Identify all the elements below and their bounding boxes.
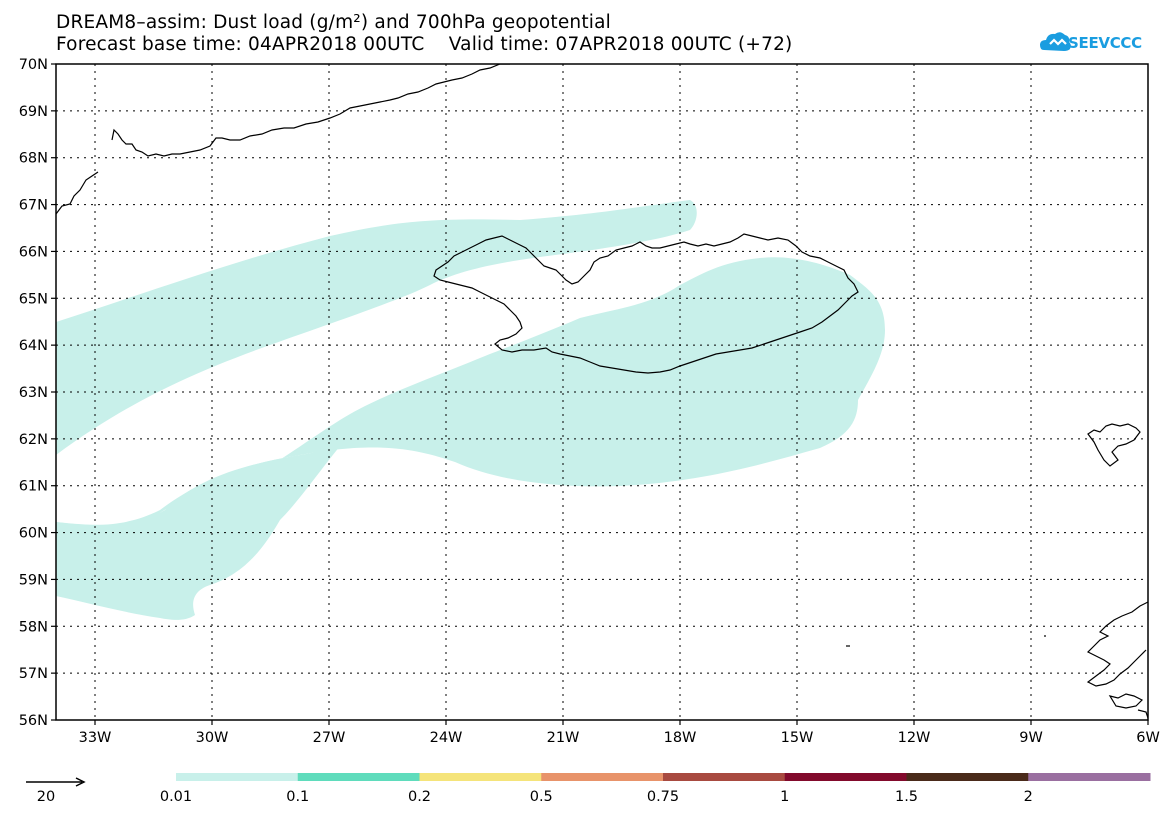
lat-label: 58N <box>19 619 48 635</box>
logo-text: SEEVCCC <box>1068 34 1142 52</box>
lon-label: 6W <box>1136 730 1160 746</box>
coastline <box>56 64 1148 719</box>
lat-label: 61N <box>19 479 48 495</box>
coastline-greenland <box>56 64 510 215</box>
reference-vector-label: 20 <box>37 789 55 805</box>
lon-label: 18W <box>664 730 697 746</box>
lon-label: 12W <box>898 730 931 746</box>
colorbar-labels: 0.01 0.1 0.2 0.5 0.75 1 1.5 2 <box>160 789 1033 805</box>
lat-label: 66N <box>19 244 48 260</box>
lat-label: 60N <box>19 526 48 542</box>
dust-plume-tail <box>56 440 345 620</box>
latitude-labels: 56N 57N 58N 59N 60N 61N 62N 63N 64N 65N 66N 67N 68N 6… <box>19 57 48 729</box>
lat-label: 69N <box>19 104 48 120</box>
cloud-icon <box>1040 32 1071 51</box>
lat-label: 63N <box>19 385 48 401</box>
lon-label: 30W <box>196 730 229 746</box>
lat-label: 65N <box>19 291 48 307</box>
colorbar-label: 0.75 <box>647 789 679 805</box>
colorbar-swatch <box>663 773 786 781</box>
colorbar-swatch <box>419 773 542 781</box>
map-subtitle: Forecast base time: 04APR2018 00UTC Vali… <box>56 34 793 55</box>
colorbar-swatch <box>541 773 664 781</box>
lat-label: 62N <box>19 432 48 448</box>
lat-label: 56N <box>19 713 48 729</box>
map-title: DREAM8–assim: Dust load (g/m²) and 700hP… <box>56 12 612 33</box>
colorbar-label: 0.5 <box>530 789 553 805</box>
colorbar-swatch <box>1028 773 1151 781</box>
lat-label: 59N <box>19 572 48 588</box>
coastline-iceland <box>433 233 859 374</box>
legend: 20 0.01 0.1 0.2 0.5 0.75 1 1.5 2 <box>26 773 1151 805</box>
colorbar-swatch <box>297 773 420 781</box>
axis-ticks <box>51 63 1149 725</box>
colorbar-label: 0.1 <box>286 789 309 805</box>
lon-label: 21W <box>547 730 580 746</box>
dust-plume-north <box>56 200 697 455</box>
colorbar-label: 1 <box>780 789 789 805</box>
coastline-scotland <box>1086 601 1148 719</box>
lat-label: 70N <box>19 57 48 73</box>
lon-label: 24W <box>430 730 463 746</box>
colorbar-swatch <box>784 773 907 781</box>
lon-label: 33W <box>79 730 112 746</box>
colorbar <box>176 773 1151 781</box>
colorbar-label: 1.5 <box>895 789 918 805</box>
colorbar-label: 0.2 <box>408 789 431 805</box>
coastline-faroe <box>1087 423 1141 467</box>
dust-plume <box>56 200 885 620</box>
colorbar-label: 2 <box>1024 789 1033 805</box>
longitude-labels: 33W 30W 27W 24W 21W 18W 15W 12W 9W 6W <box>79 730 1160 746</box>
colorbar-label: 0.01 <box>160 789 192 805</box>
reference-vector-arrowhead <box>75 777 86 787</box>
lat-label: 64N <box>19 338 48 354</box>
lon-label: 15W <box>781 730 814 746</box>
graticule <box>56 64 1148 720</box>
colorbar-swatch <box>176 773 299 781</box>
lat-label: 67N <box>19 198 48 214</box>
lat-label: 57N <box>19 666 48 682</box>
lon-label: 9W <box>1019 730 1043 746</box>
lat-label: 68N <box>19 151 48 167</box>
colorbar-swatch <box>906 773 1029 781</box>
lon-label: 27W <box>313 730 346 746</box>
